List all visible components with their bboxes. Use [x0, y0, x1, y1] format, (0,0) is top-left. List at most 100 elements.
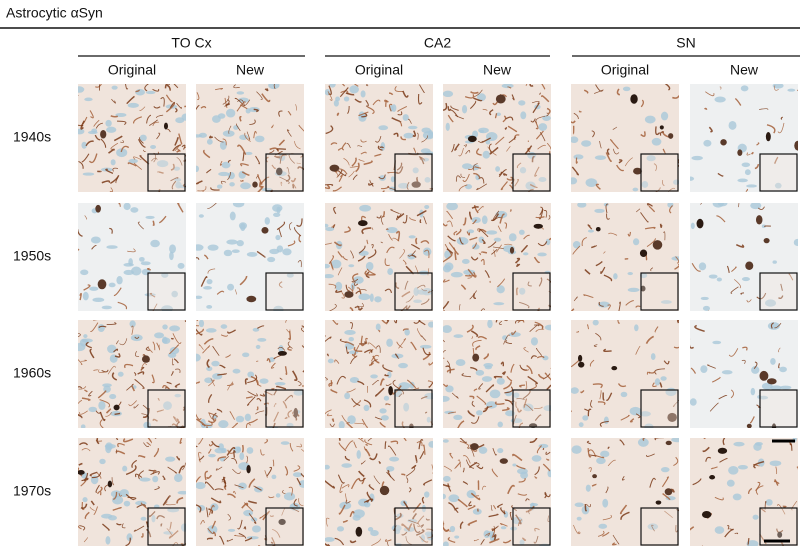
nucleus	[239, 452, 245, 461]
fiber	[488, 513, 499, 518]
inclusion	[759, 370, 769, 381]
fiber	[284, 466, 289, 476]
nucleus	[467, 229, 475, 234]
fiber	[411, 244, 421, 250]
fiber	[495, 320, 498, 323]
nucleus	[205, 328, 217, 333]
nucleus	[481, 215, 488, 225]
fiber	[170, 177, 179, 182]
fiber	[286, 129, 292, 137]
inset	[759, 507, 798, 546]
fiber	[337, 474, 345, 484]
fiber	[519, 364, 528, 371]
fiber	[126, 383, 134, 391]
fiber	[675, 256, 679, 264]
nucleus	[106, 126, 117, 133]
fiber	[301, 325, 304, 329]
nucleus	[207, 244, 219, 251]
fiber	[467, 268, 477, 278]
fiber	[548, 150, 551, 154]
nucleus	[461, 105, 468, 114]
nucleus	[145, 215, 155, 219]
fiber	[289, 443, 294, 452]
nucleus	[478, 236, 485, 243]
fiber	[471, 330, 479, 338]
tissue	[78, 84, 186, 192]
inclusion	[95, 204, 101, 213]
nucleus	[493, 237, 502, 242]
fiber	[184, 146, 186, 149]
fiber	[506, 375, 513, 382]
nucleus	[508, 233, 517, 242]
nucleus	[641, 181, 649, 188]
fiber	[329, 261, 334, 271]
nucleus	[496, 377, 505, 385]
fiber	[591, 245, 598, 249]
fiber	[617, 320, 621, 324]
inclusion	[630, 94, 638, 104]
fiber	[166, 528, 174, 537]
fiber	[339, 483, 343, 493]
fiber	[90, 322, 99, 332]
micrograph	[690, 84, 798, 192]
nucleus	[741, 162, 751, 168]
fiber	[337, 267, 343, 276]
inset	[394, 153, 433, 192]
nucleus	[145, 90, 156, 95]
fiber	[289, 222, 293, 231]
fiber	[117, 442, 125, 448]
fiber	[140, 533, 144, 538]
fiber	[392, 379, 397, 388]
fiber	[282, 400, 288, 409]
fiber	[605, 152, 612, 163]
fiber	[162, 475, 166, 481]
fiber	[730, 286, 739, 294]
fiber	[588, 467, 592, 473]
nucleus	[746, 540, 759, 546]
fiber	[419, 450, 425, 460]
nucleus	[750, 387, 756, 396]
nucleus	[161, 337, 171, 344]
fiber	[796, 89, 798, 92]
tissue-bg	[571, 203, 679, 311]
nucleus	[446, 203, 458, 211]
nucleus	[80, 424, 86, 428]
inclusion	[533, 223, 543, 229]
fiber	[491, 468, 499, 478]
fiber	[414, 455, 418, 464]
fiber	[175, 368, 181, 373]
micrograph	[443, 320, 551, 428]
fiber	[197, 438, 204, 445]
nucleus	[78, 86, 85, 93]
fiber	[356, 302, 364, 308]
fiber	[330, 142, 338, 146]
fiber	[509, 512, 513, 521]
fiber	[354, 98, 362, 103]
fiber	[256, 250, 266, 258]
fiber	[217, 456, 227, 462]
nucleus	[476, 410, 483, 416]
inclusion	[276, 167, 283, 176]
micrograph	[571, 438, 679, 546]
fiber	[245, 423, 251, 428]
fiber	[89, 471, 98, 477]
nucleus	[337, 526, 345, 532]
inclusion	[765, 131, 771, 142]
fiber	[664, 510, 673, 518]
nucleus	[461, 163, 473, 170]
fiber	[115, 522, 122, 526]
micrograph	[196, 84, 304, 192]
nucleus	[353, 276, 364, 284]
nucleus	[363, 501, 371, 508]
fiber	[115, 449, 118, 454]
tissue-bg	[690, 438, 798, 546]
inset	[147, 153, 186, 192]
fiber	[458, 184, 468, 192]
fiber	[343, 157, 350, 166]
nucleus	[398, 382, 411, 390]
nucleus	[107, 344, 117, 354]
fiber	[133, 116, 142, 124]
inclusion	[509, 246, 515, 254]
fiber	[412, 513, 418, 520]
nucleus	[522, 252, 529, 256]
